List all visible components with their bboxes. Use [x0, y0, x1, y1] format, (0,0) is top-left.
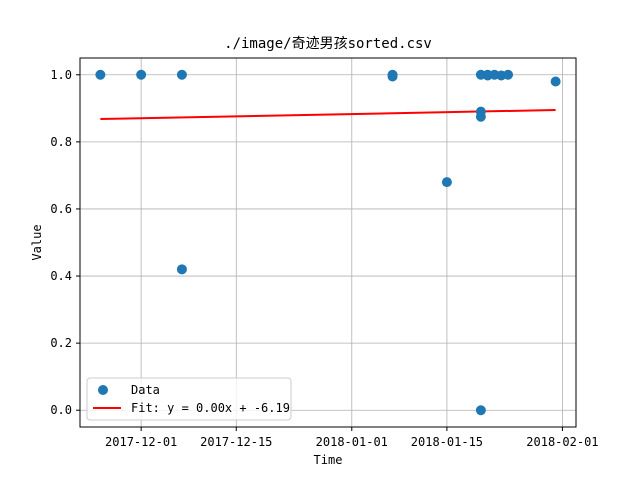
grid [80, 58, 576, 427]
legend-label-fit: Fit: y = 0.00x + -6.19 [131, 401, 290, 415]
x-tick-label: 2017-12-01 [105, 435, 177, 449]
data-point [176, 69, 187, 80]
x-tick-label: 2018-01-01 [316, 435, 388, 449]
fit-line-layer [100, 109, 556, 121]
data-point [475, 405, 486, 416]
y-tick-label: 0.0 [50, 403, 72, 417]
x-tick-label: 2018-02-01 [526, 435, 598, 449]
legend: Data Fit: y = 0.00x + -6.19 [86, 377, 292, 421]
x-axis-ticks: 2017-12-01 2017-12-15 2018-01-01 2018-01-15… [105, 427, 599, 449]
chart-title: ./image/奇迹男孩sorted.csv [224, 35, 432, 52]
data-points-layer [95, 69, 561, 416]
x-tick-label: 2018-01-15 [411, 435, 483, 449]
data-point [95, 69, 106, 80]
data-point [387, 71, 398, 82]
data-point [503, 69, 514, 80]
y-tick-label: 0.6 [50, 202, 72, 216]
y-axis-ticks: 0.0 0.2 0.4 0.6 0.8 1.0 [50, 68, 80, 417]
data-point [475, 111, 486, 122]
y-tick-label: 0.4 [50, 269, 72, 283]
y-tick-label: 0.8 [50, 135, 72, 149]
data-point [550, 76, 561, 87]
legend-box [86, 377, 292, 421]
data-point [136, 69, 147, 80]
legend-marker-data [98, 385, 108, 395]
fit-line [100, 109, 556, 121]
x-tick-label: 2017-12-15 [200, 435, 272, 449]
y-tick-label: 0.2 [50, 336, 72, 350]
data-point [176, 264, 187, 275]
data-point [441, 177, 452, 188]
y-axis-label: Value [30, 224, 44, 260]
y-tick-label: 1.0 [50, 68, 72, 82]
legend-label-data: Data [131, 383, 160, 397]
x-axis-label: Time [314, 453, 343, 467]
axes-frame [79, 57, 577, 428]
